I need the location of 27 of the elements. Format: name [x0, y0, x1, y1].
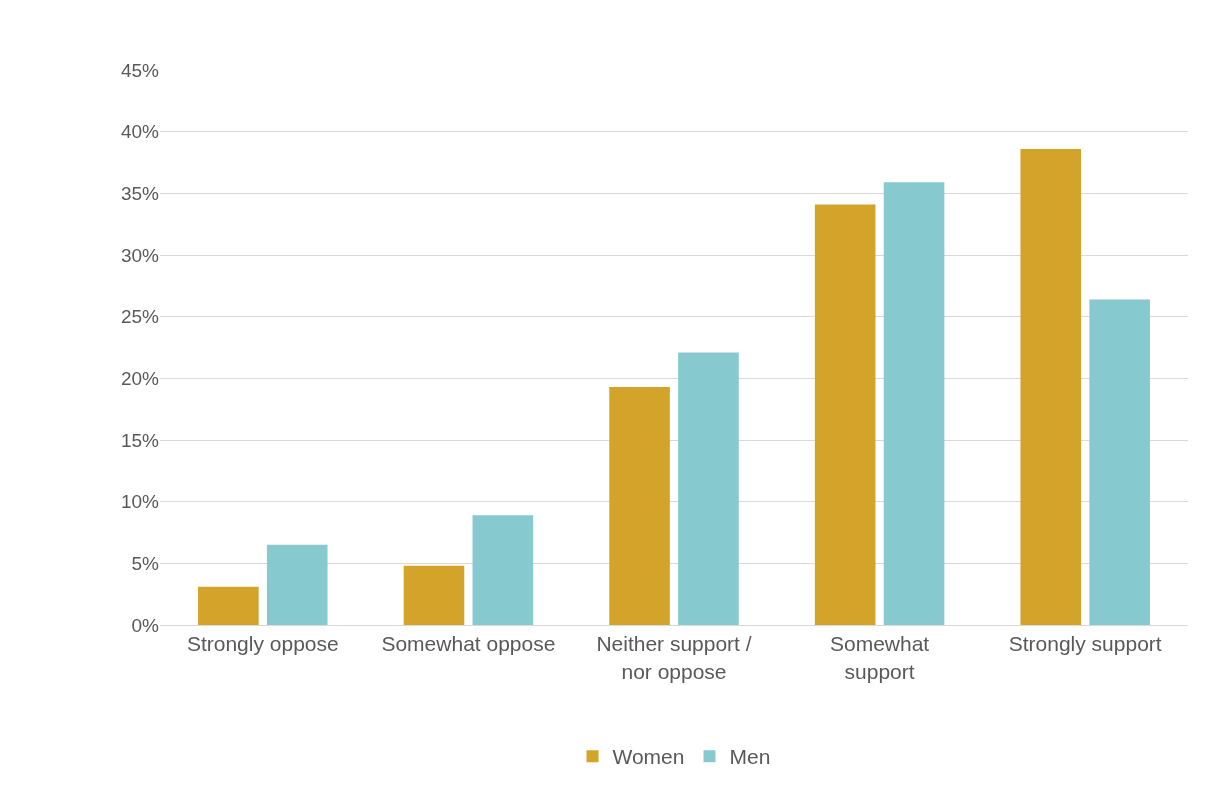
- bar: [198, 586, 259, 625]
- bar: [678, 352, 739, 625]
- y-tick-label: 35%: [120, 182, 160, 204]
- y-tick-label: 20%: [120, 367, 160, 389]
- y-tick-label: 30%: [120, 244, 160, 266]
- bar: [883, 182, 945, 625]
- y-tick-label: 15%: [120, 429, 160, 451]
- y-tick-label: 10%: [120, 491, 160, 513]
- y-tick-label: 0%: [131, 614, 160, 636]
- bar: [814, 204, 876, 625]
- y-tick-label: 25%: [120, 306, 160, 328]
- y-tick-label: 5%: [131, 552, 160, 574]
- bar: [1089, 299, 1150, 625]
- x-tick-label: Strongly support: [1008, 632, 1162, 656]
- x-tick-label: Strongly oppose: [186, 632, 339, 656]
- bar: [266, 544, 328, 625]
- bar: [1020, 148, 1082, 625]
- y-tick-label: 45%: [120, 59, 160, 81]
- legend-label: Men: [729, 745, 771, 769]
- bar: [472, 515, 534, 625]
- bar: [609, 386, 670, 625]
- bar: [403, 565, 465, 625]
- x-tick-label: Somewhat support: [829, 632, 930, 683]
- legend-label: Women: [612, 745, 685, 769]
- x-tick-label: Neither support / nor oppose: [596, 632, 752, 683]
- x-tick-label: Somewhat oppose: [381, 632, 556, 656]
- y-tick-label: 40%: [120, 121, 160, 143]
